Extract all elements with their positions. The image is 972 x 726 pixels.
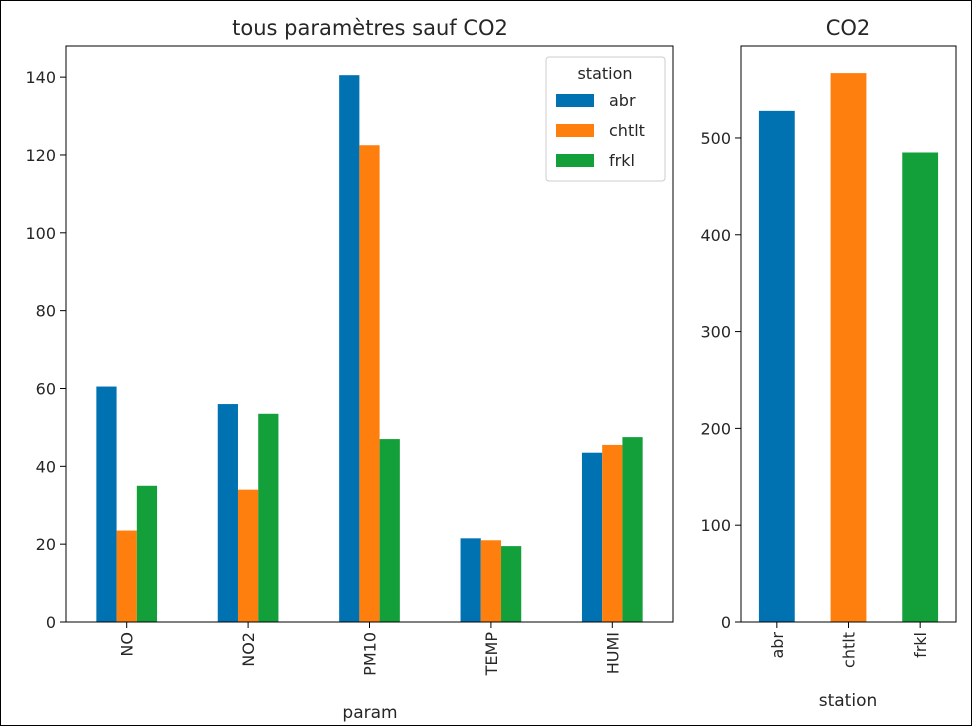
left-x-axis-ticks: NO NO2 PM10 TEMP HUMI [118,622,622,677]
y-tick-label: 0 [46,613,56,632]
y-tick-label: 40 [36,457,56,476]
legend: station abr chtlt frkl [545,56,666,182]
y-tick-label: 500 [700,129,731,148]
y-tick-label: 300 [700,323,731,342]
right-y-axis-ticks: 0 100 200 300 400 500 [700,129,741,632]
x-tick-label: frkl [911,632,930,658]
left-x-axis-label: param [342,703,397,723]
bar-chtlt-humi [602,444,623,622]
right-chart-title: CO2 [826,16,871,40]
right-x-axis-ticks: abr chtlt frkl [768,622,930,668]
bar-co2-abr [758,110,795,622]
x-tick-label: chtlt [840,632,859,668]
bar-frkl-pm10 [379,439,400,622]
bar-chtlt-no2 [237,489,259,622]
y-tick-label: 0 [721,613,731,632]
y-tick-label: 80 [36,302,56,321]
legend-label-abr: abr [609,91,636,110]
right-plot: CO2 0 100 200 300 400 500 abr chtlt frkl statio… [700,16,957,711]
bar-abr-temp [460,538,481,622]
bar-abr-humi [581,452,603,622]
legend-label-chtlt: chtlt [609,121,645,140]
bar-abr-no [96,386,117,622]
bar-frkl-no2 [258,413,279,622]
left-plot: tous paramètres sauf CO2 0 20 40 60 80 100 120… [25,16,674,723]
legend-swatch-chtlt [556,124,594,137]
x-tick-label: NO2 [239,632,258,667]
bar-co2-chtlt [830,73,867,622]
y-tick-label: 100 [25,224,56,243]
right-x-axis-label: station [819,691,878,711]
y-tick-label: 400 [700,226,731,245]
left-plot-frame [65,45,674,623]
y-tick-label: 60 [36,379,56,398]
bar-frkl-humi [622,437,643,622]
left-y-axis-ticks: 0 20 40 60 80 100 120 140 [25,68,66,632]
y-tick-label: 100 [700,516,731,535]
bar-chtlt-pm10 [359,145,380,623]
legend-items: abr chtlt frkl [556,91,645,170]
left-chart-title: tous paramètres sauf CO2 [232,16,508,40]
x-tick-label: abr [768,632,787,659]
bar-abr-pm10 [339,75,360,622]
bar-frkl-no [136,485,158,622]
legend-label-frkl: frkl [609,151,635,170]
left-bars [96,75,643,623]
bar-co2-frkl [902,152,939,622]
y-tick-label: 200 [700,419,731,438]
legend-swatch-abr [556,94,594,107]
x-tick-label: PM10 [361,632,380,676]
y-tick-label: 20 [36,535,56,554]
y-tick-label: 120 [25,146,56,165]
x-tick-label: NO [118,632,137,657]
bar-abr-no2 [217,404,238,622]
right-bars [758,73,939,622]
x-tick-label: TEMP [482,632,501,677]
right-plot-frame [740,45,957,623]
bar-chtlt-temp [480,540,502,622]
legend-swatch-frkl [556,154,594,167]
legend-title: station [577,64,632,83]
legend-box [545,56,666,182]
y-tick-label: 140 [25,68,56,87]
bar-chtlt-no [116,530,137,622]
x-tick-label: HUMI [603,632,622,674]
bar-frkl-temp [501,546,522,622]
